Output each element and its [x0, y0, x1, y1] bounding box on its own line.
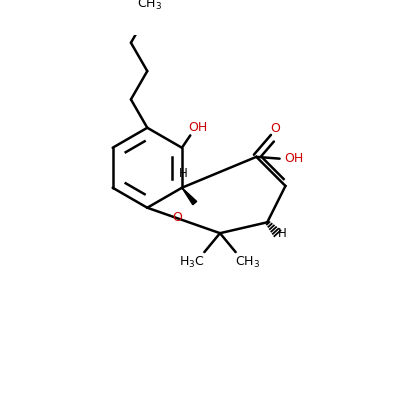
Polygon shape [182, 188, 197, 205]
Text: CH$_3$: CH$_3$ [236, 255, 260, 270]
Text: H$_3$C: H$_3$C [179, 255, 205, 270]
Text: H: H [179, 168, 188, 180]
Text: CH$_3$: CH$_3$ [136, 0, 162, 12]
Text: OH: OH [188, 120, 207, 134]
Text: O: O [172, 211, 182, 224]
Text: O: O [270, 122, 280, 135]
Text: OH: OH [284, 152, 304, 165]
Text: H: H [278, 228, 287, 240]
